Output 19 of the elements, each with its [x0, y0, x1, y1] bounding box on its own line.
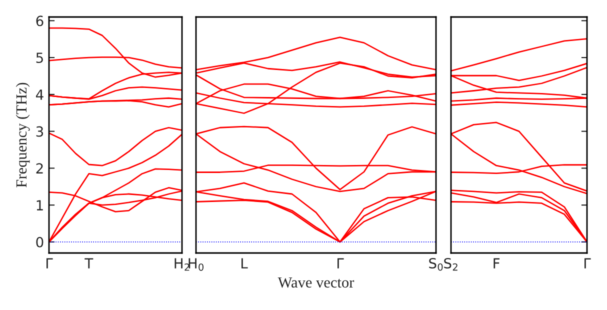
y-tick-label: 3 [36, 126, 44, 137]
y-tick-label: 6 [36, 16, 44, 26]
x-tick-label: H$_{0}$ [188, 258, 204, 271]
x-tick-label: Γ [337, 258, 344, 268]
y-axis-title: Frequency (THz) [16, 82, 30, 188]
y-tick-label: 1 [36, 200, 43, 210]
x-tick-label: Γ [584, 258, 591, 268]
y-tick-label: 4 [36, 90, 44, 100]
x-tick-label: L [241, 258, 248, 268]
x-tick-label: H$_{2}$ [174, 258, 190, 271]
x-axis-title: Wave vector [278, 277, 354, 288]
x-tick-label: T [84, 258, 94, 268]
x-tick-label: S$_{2}$ [444, 258, 458, 271]
y-tick-label: 0 [36, 236, 44, 248]
y-tick-label: 5 [36, 52, 43, 64]
x-tick-label: S$_{0}$ [429, 258, 443, 271]
x-tick-label: Γ [46, 258, 53, 268]
y-tick-label: 2 [36, 163, 43, 174]
x-tick-label: F [494, 258, 500, 268]
